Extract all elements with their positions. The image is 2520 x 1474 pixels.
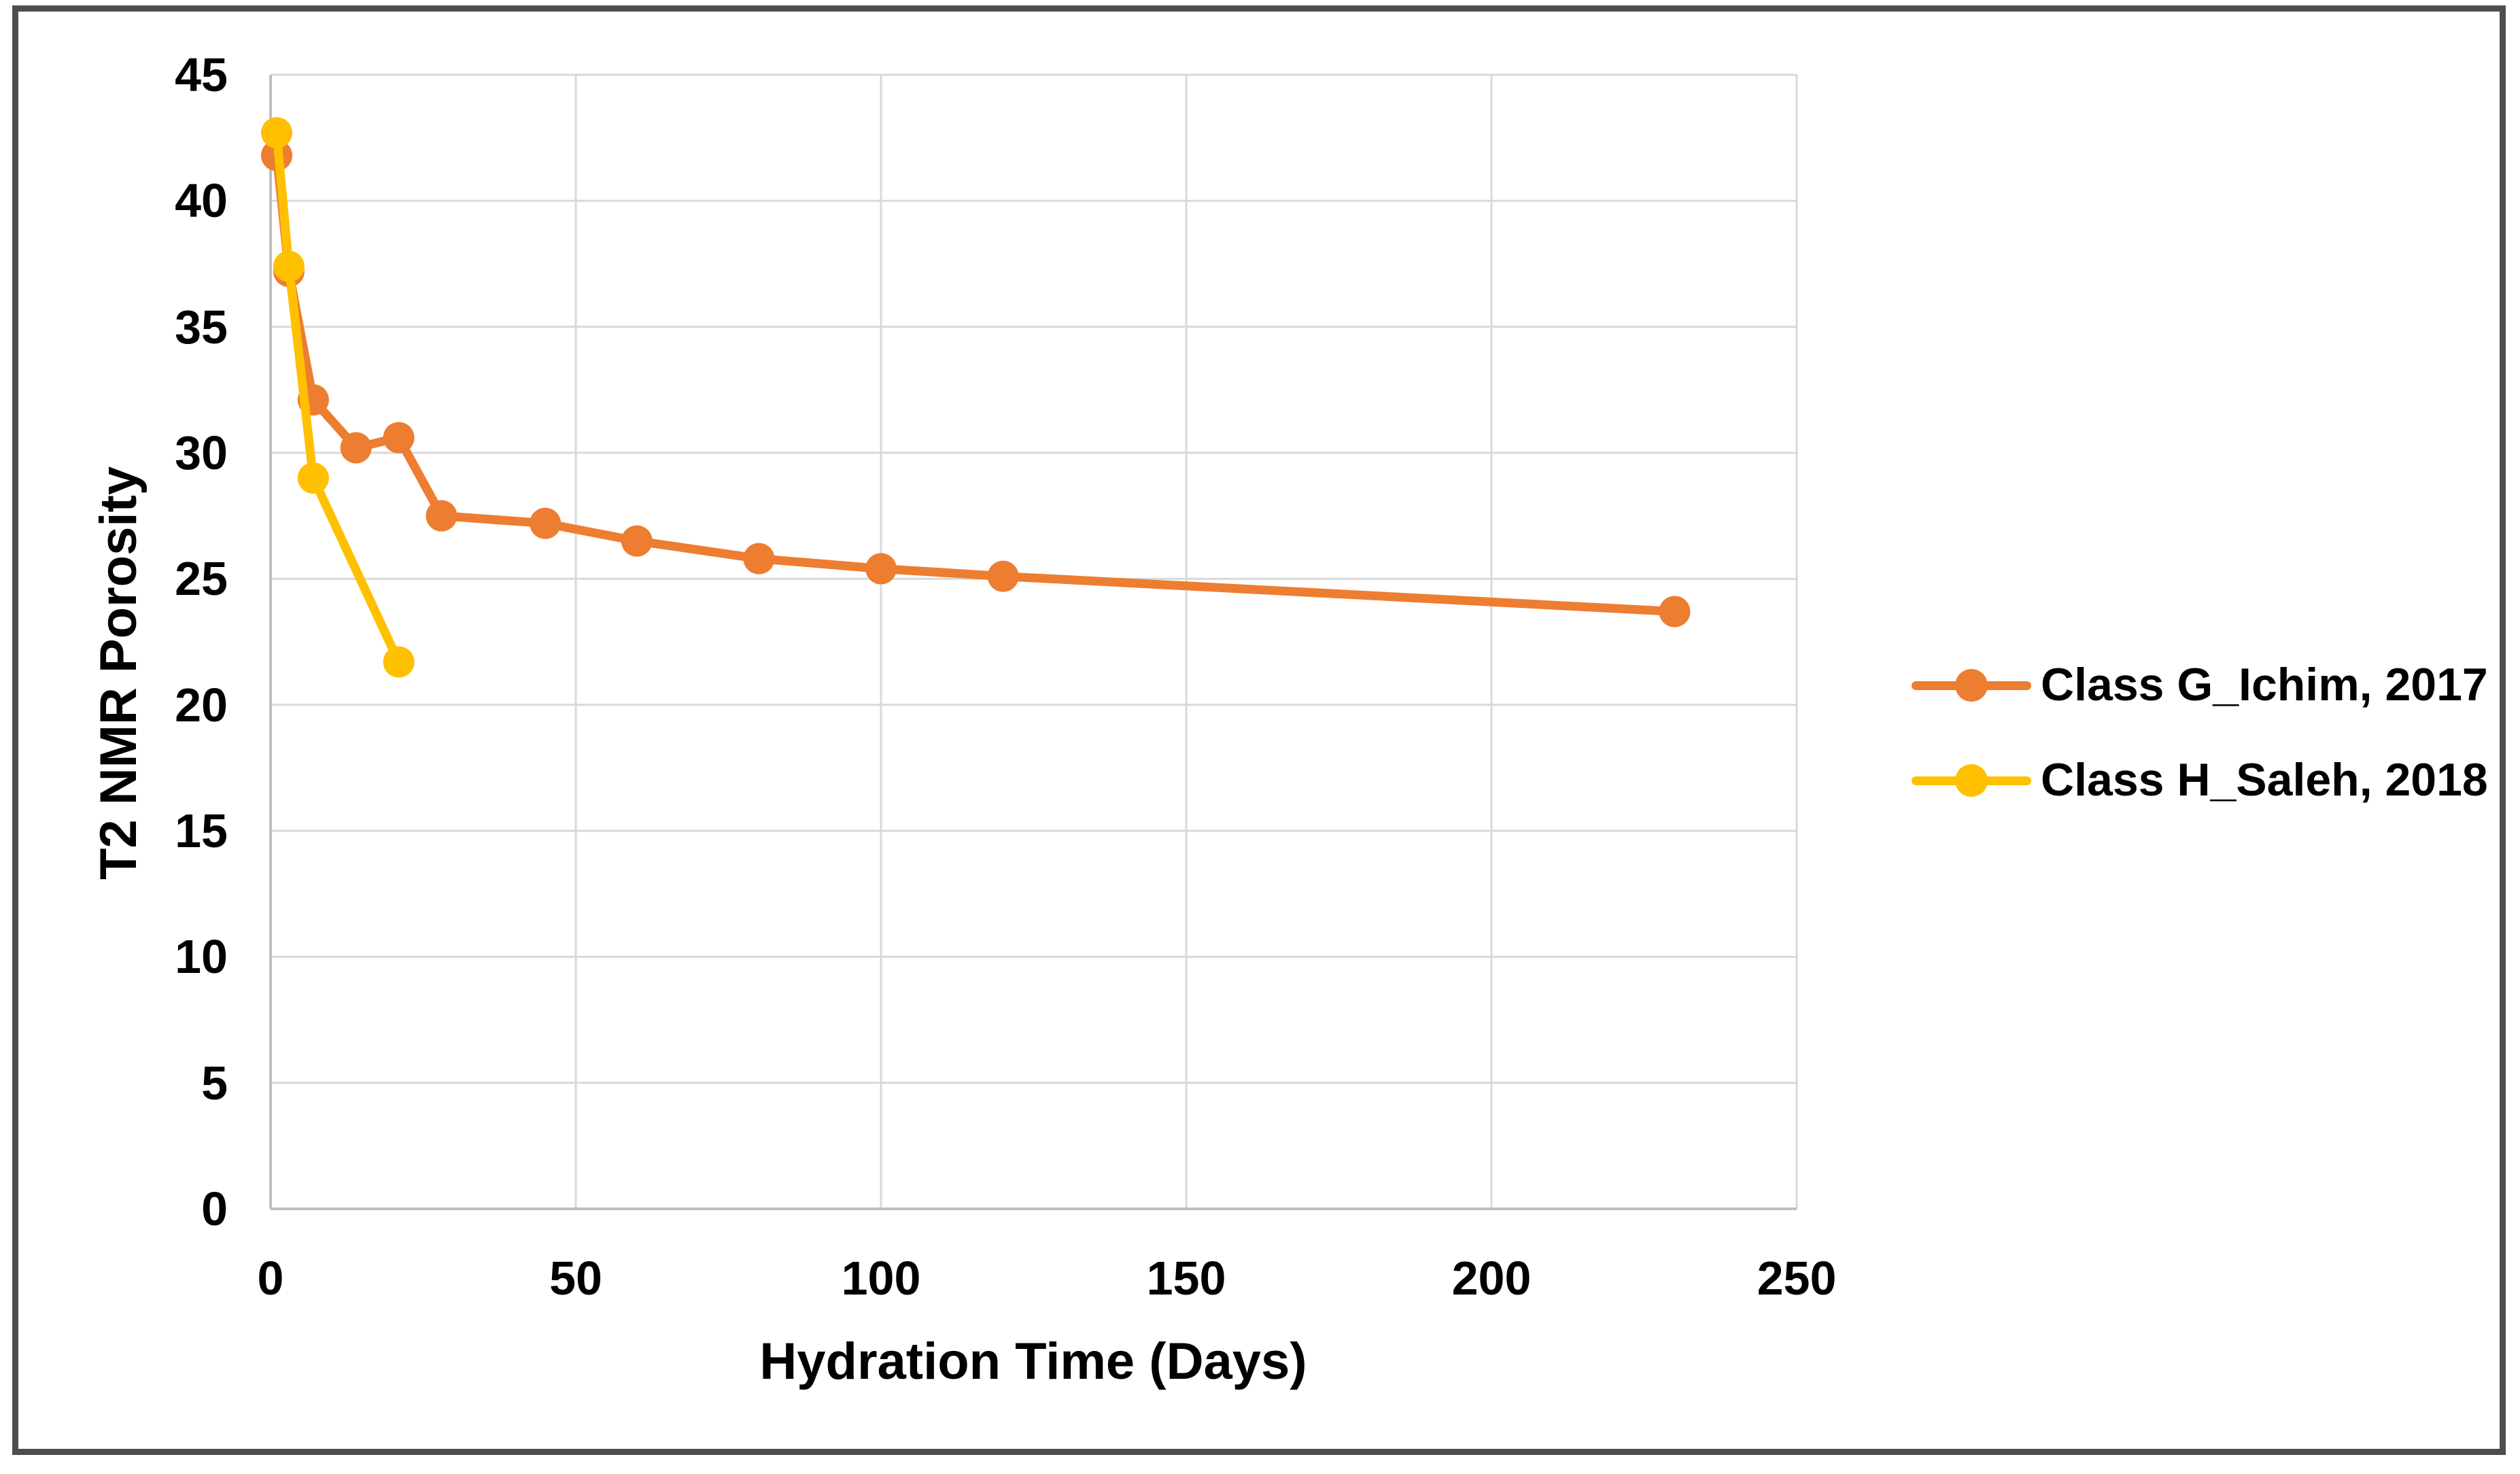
data-point-marker — [426, 500, 458, 532]
legend-entry: Class G_Ichim, 2017 — [1912, 658, 2488, 713]
data-point-marker — [260, 117, 292, 149]
series-line-1 — [272, 128, 404, 667]
y-axis-title: T2 NMR Porosity — [90, 466, 148, 880]
y-tick-label: 20 — [175, 678, 228, 732]
y-tick-label: 45 — [175, 48, 228, 101]
x-tick-label: 50 — [549, 1252, 602, 1305]
data-point-marker — [621, 525, 653, 557]
data-point-marker — [865, 553, 897, 585]
y-tick-label: 5 — [201, 1056, 228, 1110]
series-line-0 — [272, 151, 1679, 617]
data-point-marker — [273, 250, 305, 282]
x-tick-label: 0 — [257, 1252, 284, 1305]
y-tick-label: 25 — [175, 552, 228, 606]
legend-line-marker-icon — [1912, 669, 2031, 702]
legend-label: Class H_Saleh, 2018 — [2041, 754, 2488, 806]
y-tick-label: 0 — [201, 1182, 228, 1235]
legend-entry: Class H_Saleh, 2018 — [1912, 753, 2488, 808]
x-tick-label: 100 — [841, 1252, 921, 1305]
x-tick-label: 150 — [1146, 1252, 1226, 1305]
y-tick-label: 40 — [175, 174, 228, 228]
x-axis-title: Hydration Time (Days) — [759, 1333, 1307, 1390]
x-tick-label: 200 — [1451, 1252, 1532, 1305]
data-point-marker — [987, 560, 1019, 592]
y-tick-label: 30 — [175, 426, 228, 479]
y-tick-label: 35 — [175, 300, 228, 354]
legend-line-marker-icon — [1912, 764, 2031, 797]
chart-legend: Class G_Ichim, 2017 Class H_Saleh, 2018 — [1912, 658, 2488, 808]
data-point-marker — [383, 422, 415, 453]
data-point-marker — [743, 543, 775, 575]
y-tick-label: 10 — [175, 930, 228, 984]
data-point-marker — [530, 507, 562, 539]
legend-label: Class G_Ichim, 2017 — [2041, 659, 2488, 711]
data-point-marker — [1659, 596, 1691, 628]
x-tick-label: 250 — [1757, 1252, 1837, 1305]
data-point-marker — [340, 432, 372, 464]
y-tick-label: 15 — [175, 804, 228, 857]
data-point-marker — [383, 646, 415, 678]
legend-swatch-dot — [1955, 764, 1988, 797]
legend-swatch-dot — [1955, 669, 1988, 702]
data-point-marker — [297, 462, 329, 494]
